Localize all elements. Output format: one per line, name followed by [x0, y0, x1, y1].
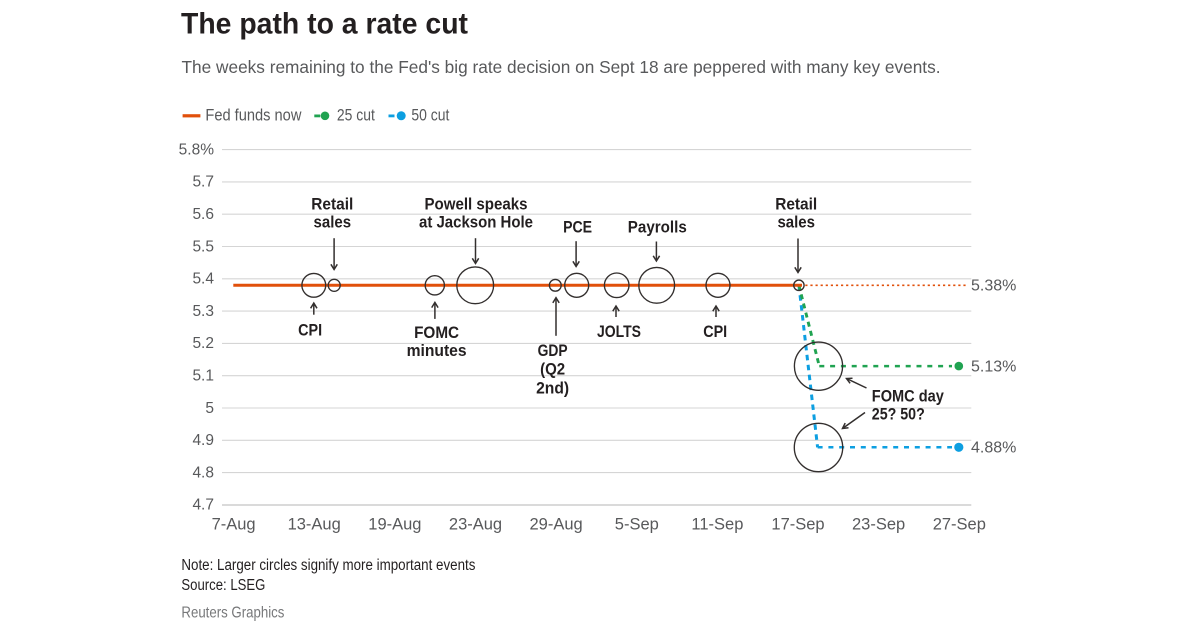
- svg-text:19-Aug: 19-Aug: [368, 516, 421, 534]
- svg-text:Powell speaks: Powell speaks: [425, 196, 528, 214]
- svg-text:5.8%: 5.8%: [179, 141, 215, 158]
- svg-text:at Jackson Hole: at Jackson Hole: [419, 214, 533, 232]
- svg-text:PCE: PCE: [563, 218, 592, 236]
- svg-text:Payrolls: Payrolls: [628, 218, 687, 236]
- svg-text:7-Aug: 7-Aug: [212, 516, 256, 534]
- svg-text:4.7: 4.7: [192, 497, 214, 514]
- svg-text:5.1: 5.1: [192, 368, 214, 385]
- svg-text:2nd): 2nd): [536, 379, 569, 397]
- svg-text:5.7: 5.7: [192, 174, 214, 191]
- svg-text:sales: sales: [777, 214, 815, 232]
- svg-text:4.8: 4.8: [192, 464, 214, 481]
- svg-text:25 cut: 25 cut: [337, 107, 375, 125]
- svg-text:The path to a rate cut: The path to a rate cut: [181, 8, 468, 41]
- svg-text:FOMC: FOMC: [414, 324, 459, 342]
- svg-text:Retail: Retail: [775, 196, 817, 214]
- svg-text:(Q2: (Q2: [540, 360, 565, 378]
- svg-text:5-Sep: 5-Sep: [615, 516, 659, 534]
- svg-text:11-Sep: 11-Sep: [691, 516, 743, 534]
- svg-text:50 cut: 50 cut: [411, 107, 449, 125]
- svg-text:13-Aug: 13-Aug: [288, 516, 341, 534]
- svg-text:4.88%: 4.88%: [971, 440, 1016, 457]
- svg-text:4.9: 4.9: [192, 432, 214, 449]
- svg-text:The weeks remaining to the Fed: The weeks remaining to the Fed's big rat…: [182, 57, 941, 77]
- svg-text:23-Sep: 23-Sep: [852, 516, 905, 534]
- svg-text:sales: sales: [314, 214, 352, 232]
- svg-text:5.38%: 5.38%: [971, 278, 1016, 295]
- svg-text:Reuters Graphics: Reuters Graphics: [181, 604, 284, 621]
- svg-text:5: 5: [205, 400, 214, 417]
- svg-text:29-Aug: 29-Aug: [529, 516, 582, 534]
- svg-text:CPI: CPI: [703, 323, 727, 341]
- svg-text:5.2: 5.2: [192, 335, 214, 352]
- svg-text:25? 50?: 25? 50?: [872, 406, 925, 424]
- svg-text:27-Sep: 27-Sep: [933, 516, 986, 534]
- svg-text:5.4: 5.4: [192, 271, 214, 288]
- svg-text:Retail: Retail: [311, 196, 353, 214]
- svg-text:5.5: 5.5: [192, 238, 214, 255]
- svg-text:minutes: minutes: [407, 342, 467, 360]
- svg-text:CPI: CPI: [298, 321, 322, 339]
- svg-text:17-Sep: 17-Sep: [771, 516, 824, 534]
- svg-text:23-Aug: 23-Aug: [449, 516, 502, 534]
- svg-text:5.3: 5.3: [192, 303, 214, 320]
- svg-text:5.6: 5.6: [192, 206, 214, 223]
- svg-text:Note: Larger circles signify m: Note: Larger circles signify more import…: [181, 557, 475, 574]
- svg-text:FOMC day: FOMC day: [872, 387, 944, 405]
- svg-text:Fed funds now: Fed funds now: [205, 107, 301, 125]
- svg-text:5.13%: 5.13%: [971, 359, 1016, 376]
- svg-text:Source: LSEG: Source: LSEG: [181, 577, 265, 594]
- svg-text:JOLTS: JOLTS: [597, 323, 641, 341]
- svg-text:GDP: GDP: [538, 342, 568, 360]
